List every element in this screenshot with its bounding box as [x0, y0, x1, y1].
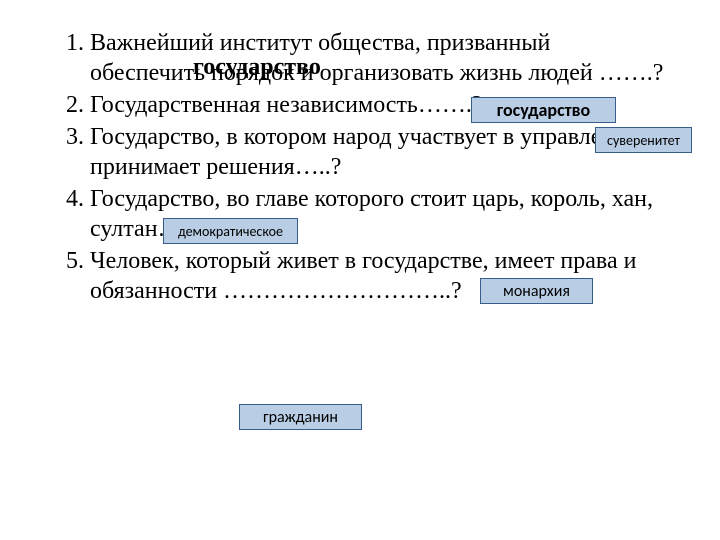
question-text: Государственная независимость…….? [90, 92, 483, 118]
slide: Важнейший институт общества, призванный … [0, 0, 720, 540]
question-text: Государство, в котором народ участвует в… [90, 124, 646, 180]
answer-box-suverenitet: суверенитет [595, 127, 692, 153]
answer-box-grazhdanin: гражданин [239, 404, 362, 430]
answer-label: суверенитет [607, 132, 680, 149]
question-text: Важнейший институт общества, призванный … [90, 30, 663, 86]
answer-label: гражданин [263, 408, 338, 427]
answer-box-monarkhiya: монархия [480, 278, 593, 304]
answer-box-demokraticheskoe: демократическое [163, 218, 298, 244]
answer-label: государство [497, 99, 590, 121]
title-text: государство [193, 54, 321, 81]
answer-label: монархия [503, 282, 570, 301]
list-item: Государство, в котором народ участвует в… [90, 122, 666, 182]
answer-box-gosudarstvo: государство [471, 97, 616, 123]
list-item: Важнейший институт общества, призванный … [90, 28, 666, 88]
question-list: Важнейший институт общества, призванный … [54, 28, 666, 306]
answer-label: демократическое [178, 223, 283, 240]
